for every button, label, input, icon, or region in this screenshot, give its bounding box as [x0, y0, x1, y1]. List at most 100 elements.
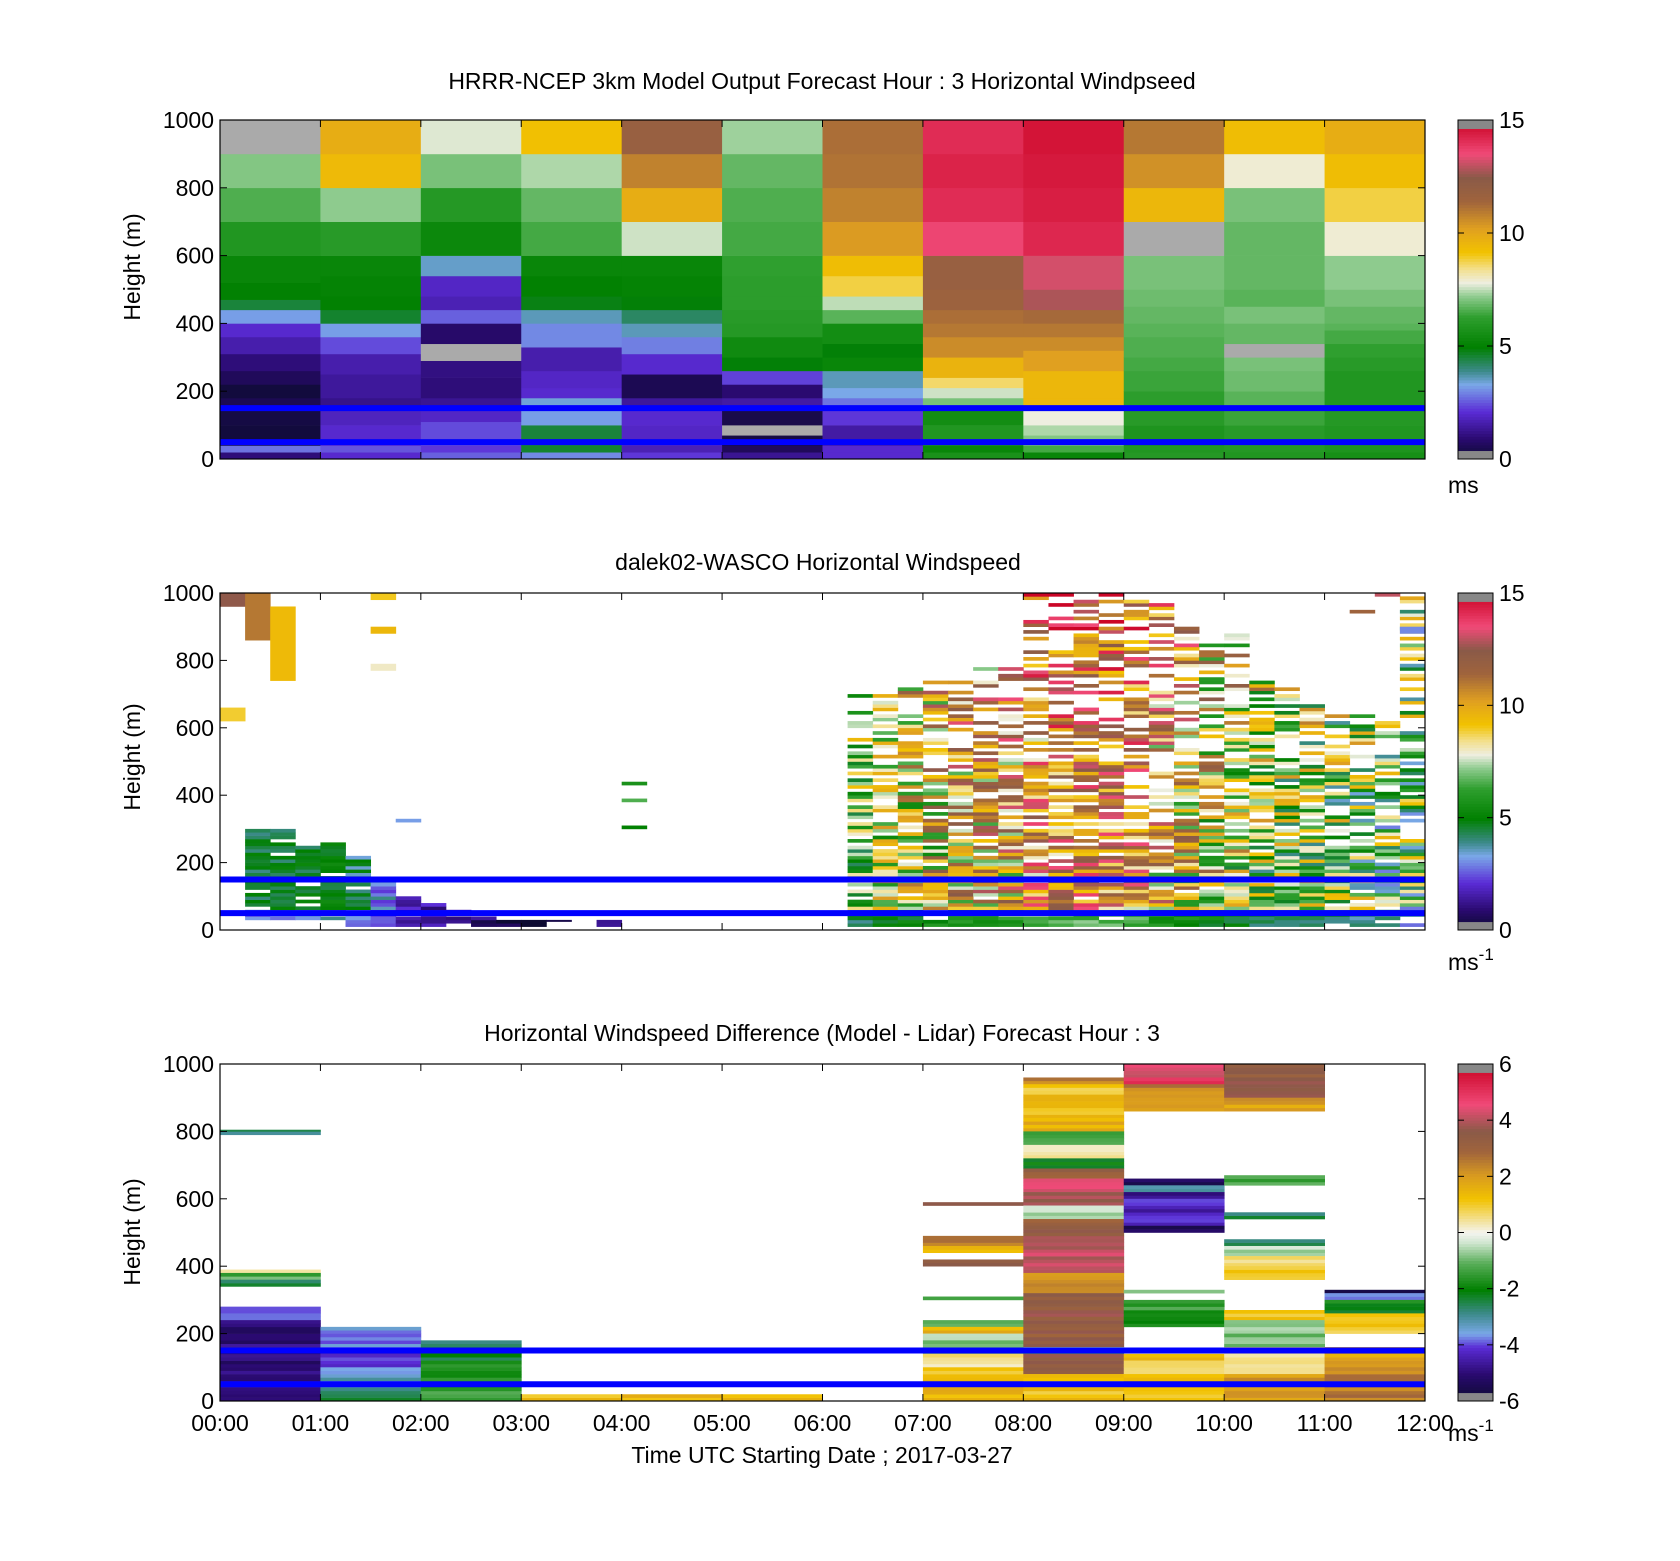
- panel-3-cell: [1023, 1084, 1125, 1088]
- panel-2-cell: [948, 906, 974, 911]
- colorbar-segment: [1458, 416, 1493, 420]
- panel-2-cell: [973, 855, 999, 860]
- panel-2-cell: [1324, 791, 1351, 796]
- panel-2-cell: [1173, 781, 1200, 786]
- panel-2-cell: [1199, 771, 1225, 776]
- panel-2-cell: [872, 741, 899, 745]
- panel-2-cell: [1399, 845, 1426, 850]
- panel-1-cell: [320, 275, 422, 297]
- panel-3-cell: [1023, 1367, 1125, 1371]
- panel-2-cell: [1073, 670, 1100, 675]
- panel-1-cell: [220, 445, 321, 453]
- panel-2-cell: [1048, 859, 1074, 863]
- colorbar-segment: [1458, 1353, 1493, 1357]
- panel-2-cell: [1274, 727, 1300, 732]
- panel-2-cell: [1123, 650, 1150, 654]
- panel-2-cell: [1274, 862, 1300, 867]
- panel-2-cell: [1349, 734, 1376, 739]
- panel-2-cell: [1299, 741, 1325, 745]
- panel-2-cell: [1173, 865, 1200, 870]
- panel-2-cell: [1349, 859, 1376, 863]
- panel-3-cell: [1123, 1306, 1225, 1311]
- panel-2-cell: [1173, 795, 1200, 799]
- panel-2-cell: [345, 919, 372, 924]
- colorbar-segment: [1458, 1064, 1493, 1068]
- panel-2-cell: [847, 761, 874, 766]
- panel-1-cell: [1324, 330, 1426, 345]
- panel-2-cell: [1048, 781, 1074, 786]
- panel-3-cell: [1123, 1313, 1225, 1318]
- panel-2-cell: [1173, 751, 1200, 756]
- panel-3-cell: [1023, 1144, 1125, 1149]
- panel-2-cell: [998, 758, 1024, 762]
- panel-2-cell: [872, 822, 899, 826]
- panel-2-cell: [1399, 801, 1426, 806]
- colorbar-segment: [1458, 913, 1493, 917]
- panel-2-cell: [1199, 899, 1225, 904]
- panel-2-cell: [1399, 865, 1426, 870]
- panel-2-feature: [220, 707, 246, 722]
- panel-2-cell: [1123, 872, 1150, 877]
- panel-2-cell: [872, 717, 899, 722]
- panel-2-cell: [471, 916, 497, 921]
- panel-2-cell: [1073, 724, 1100, 729]
- panel-2-cell: [1224, 710, 1250, 715]
- panel-2-cell: [1023, 795, 1049, 799]
- panel-2-cell: [1023, 768, 1049, 772]
- panel-2-cell: [270, 889, 296, 894]
- panel-2-cell: [1073, 707, 1100, 712]
- panel-3-cell: [220, 1394, 321, 1398]
- panel-2-cell: [973, 869, 999, 874]
- panel-1-cell: [420, 452, 522, 460]
- panel-1-cell: [922, 309, 1024, 324]
- colorbar-segment: [1458, 340, 1493, 344]
- panel-2-cell: [1073, 892, 1100, 897]
- panel-3-cell: [420, 1397, 522, 1402]
- panel-2-cell: [922, 727, 949, 732]
- panel-2-cell: [1123, 761, 1150, 766]
- panel-3-cell: [1224, 1107, 1325, 1112]
- panel-2-cell: [1173, 842, 1200, 847]
- panel-2-cell: [1173, 855, 1200, 860]
- panel-2-cell: [270, 892, 296, 897]
- panel-2-cell: [897, 791, 924, 796]
- colorbar-segment: [1458, 433, 1493, 437]
- panel-2-cell: [295, 869, 321, 874]
- colorbar-segment: [1458, 1072, 1493, 1076]
- panel-2-cell: [847, 889, 874, 894]
- panel-2-cell: [1023, 801, 1049, 806]
- panel-2-cell: [1073, 903, 1100, 907]
- panel-2-cell: [847, 828, 874, 833]
- panel-3-cell: [1224, 1353, 1325, 1358]
- panel-2-cell: [847, 812, 874, 816]
- panel-2-cell: [948, 808, 974, 813]
- panel-1-cell: [1023, 445, 1125, 453]
- colorbar-segment: [1458, 360, 1493, 364]
- colorbar-segment: [1458, 1389, 1493, 1394]
- panel-2-cell: [1073, 865, 1100, 870]
- panel-3-cell: [220, 1370, 321, 1375]
- colorbar-segment: [1458, 368, 1493, 372]
- panel-2-cell: [922, 892, 949, 897]
- panel-2-cell: [1249, 899, 1275, 904]
- panel-2-cell: [1073, 785, 1100, 789]
- panel-2-cell: [1023, 593, 1049, 597]
- panel-1-cell: [220, 153, 321, 189]
- panel-3-cell: [1023, 1181, 1125, 1186]
- colorbar-segment: [1458, 593, 1493, 597]
- panel-3-cell: [1224, 1397, 1325, 1402]
- y-tick-label: 1000: [163, 580, 214, 606]
- colorbar-unit-exponent: -1: [1479, 1416, 1494, 1435]
- panel-3-cell: [1023, 1289, 1125, 1294]
- panel-2-cell: [948, 839, 974, 843]
- panel-2-cell: [270, 903, 296, 907]
- panel-3-cell: [1224, 1067, 1325, 1072]
- panel-3-cell: [1023, 1154, 1125, 1159]
- panel-2-cell: [998, 737, 1024, 742]
- panel-2-cell: [872, 903, 899, 907]
- panel-2-cell: [1224, 687, 1250, 692]
- colorbar-segment: [1458, 1232, 1493, 1236]
- colorbar-segment: [1458, 1204, 1493, 1208]
- panel-2-cell: [1199, 919, 1225, 924]
- panel-2-cell: [1324, 845, 1351, 850]
